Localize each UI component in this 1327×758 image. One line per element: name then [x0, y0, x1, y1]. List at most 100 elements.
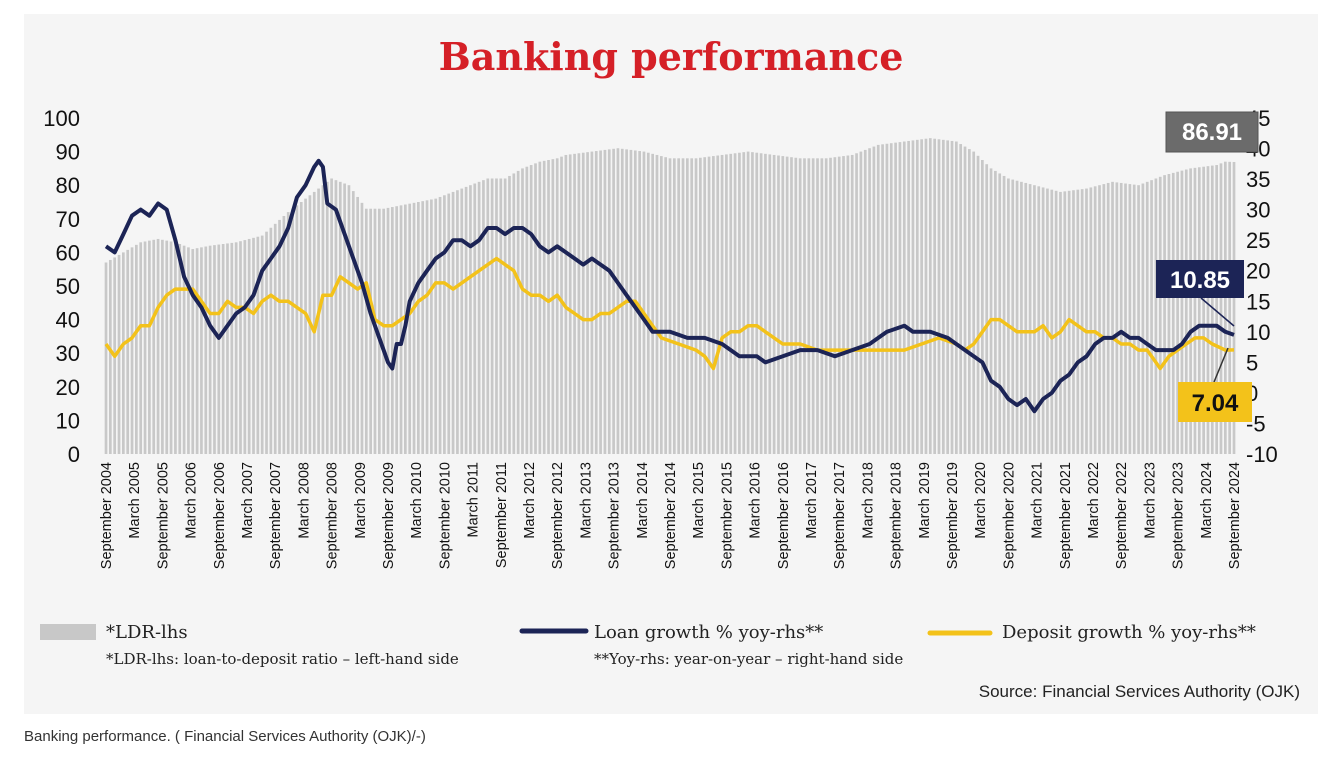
ldr-bar — [473, 183, 477, 454]
ldr-bar — [907, 140, 910, 454]
ldr-bar — [616, 148, 620, 455]
ldr-bar — [1098, 185, 1101, 454]
ldr-bar — [924, 138, 928, 454]
x-axis-tick: March 2006 — [184, 462, 200, 539]
ldr-bar — [551, 159, 555, 454]
ldr-bar — [803, 158, 806, 454]
ldr-bar — [1206, 166, 1210, 454]
ldr-bar — [265, 231, 268, 454]
ldr-bar — [234, 242, 238, 454]
ldr-bar — [182, 245, 186, 454]
x-axis-tick: September 2006 — [212, 462, 228, 569]
ldr-bar — [490, 178, 494, 455]
loan-growth-line — [104, 158, 1235, 414]
ldr-bar — [542, 160, 546, 454]
ldr-bar — [273, 223, 277, 454]
ldr-bar — [386, 207, 390, 454]
ldr-bar — [1024, 182, 1028, 454]
deposit-last-label: 7.04 — [1192, 390, 1239, 417]
loan-last-label: 10.85 — [1170, 267, 1230, 294]
ldr-bar — [694, 158, 698, 454]
ldr-bar — [1176, 171, 1179, 454]
ldr-bar — [221, 244, 225, 454]
left-axis-tick: 0 — [68, 442, 80, 467]
ldr-bar — [772, 154, 776, 454]
ldr-bar — [178, 244, 182, 454]
ldr-bar — [425, 200, 429, 454]
ldr-bar — [859, 151, 863, 454]
ldr-bar — [156, 238, 160, 454]
x-axis-tick: March 2012 — [522, 462, 538, 539]
x-axis-tick: September 2009 — [381, 462, 397, 569]
ldr-bar — [269, 227, 273, 454]
ldr-bar — [1059, 191, 1062, 455]
x-axis-tick: September 2004 — [99, 462, 115, 569]
ldr-bar — [395, 206, 399, 454]
ldr-bar — [417, 202, 420, 454]
ldr-bar — [152, 239, 156, 454]
ldr-bar — [304, 198, 307, 454]
ldr-bar — [1145, 181, 1149, 454]
x-axis-tick: September 2017 — [832, 462, 848, 569]
ldr-bar — [351, 191, 355, 454]
ldr-bar — [699, 157, 702, 454]
ldr-bar — [642, 151, 646, 454]
ldr-bar — [954, 141, 958, 454]
x-axis-tick: March 2020 — [973, 462, 989, 539]
ldr-bar — [607, 149, 611, 455]
ldr-bar — [915, 139, 919, 454]
ldr-bar — [547, 160, 550, 454]
ldr-bar — [555, 158, 559, 454]
ldr-bar — [798, 158, 802, 454]
right-axis-tick: 25 — [1246, 228, 1270, 253]
ldr-bar — [573, 153, 576, 454]
left-axis-tick: 80 — [56, 173, 80, 198]
ldr-bar — [1171, 172, 1175, 454]
right-axis-tick: 30 — [1246, 198, 1270, 223]
loan-last-badge — [1156, 260, 1244, 298]
ldr-bar — [807, 158, 811, 454]
ldr-bar — [148, 240, 151, 454]
ldr-bar — [686, 158, 689, 454]
ldr-bar — [538, 161, 542, 454]
ldr-bar — [451, 191, 455, 455]
ldr-bar — [282, 216, 286, 454]
ldr-bar — [217, 244, 221, 454]
ldr-bar — [646, 152, 650, 454]
x-axis-tick: March 2022 — [1086, 462, 1102, 539]
ldr-last-label: 86.91 — [1182, 119, 1242, 146]
ldr-bar — [816, 158, 819, 454]
ldr-bar — [729, 153, 733, 454]
x-axis-tick: September 2022 — [1114, 462, 1130, 569]
x-axis-tick: September 2010 — [437, 462, 453, 569]
ldr-bar — [937, 139, 941, 454]
ldr-bar — [482, 180, 485, 454]
ldr-bar — [989, 168, 993, 454]
ldr-bar — [928, 138, 932, 454]
x-axis-tick: September 2013 — [607, 462, 623, 569]
ldr-bar — [260, 235, 264, 454]
deposit-last-badge — [1178, 382, 1252, 422]
ldr-bar — [1111, 181, 1114, 454]
ldr-bar — [412, 202, 416, 454]
x-axis-tick: September 2011 — [494, 462, 510, 568]
ldr-bar — [1141, 183, 1145, 454]
ldr-bar — [364, 208, 368, 454]
ldr-bar — [299, 202, 303, 454]
ldr-bar — [620, 148, 624, 455]
x-axis-tick: September 2023 — [1171, 462, 1187, 569]
ldr-bar — [247, 238, 251, 454]
ldr-bar — [855, 153, 858, 454]
ldr-bar — [1089, 187, 1093, 454]
ldr-bar — [525, 166, 529, 454]
ldr-bar — [568, 154, 572, 454]
left-axis-tick: 70 — [56, 207, 80, 232]
ldr-bar — [317, 188, 320, 454]
ldr-bar — [252, 237, 255, 454]
ldr-bar — [777, 155, 780, 454]
x-axis-tick: March 2014 — [635, 462, 651, 539]
ldr-bar — [256, 236, 260, 454]
ldr-bar — [295, 205, 299, 454]
legend-ldr-swatch — [40, 624, 96, 640]
